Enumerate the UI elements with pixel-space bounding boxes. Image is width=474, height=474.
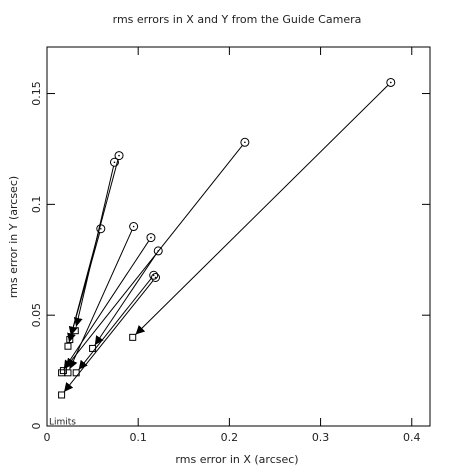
y-tick-label: 0.15: [30, 81, 43, 106]
end-point: [89, 344, 97, 352]
start-point-dot: [100, 227, 102, 230]
start-point: [151, 273, 161, 283]
arrow: [94, 253, 157, 346]
x-tick-label: 0.3: [312, 431, 330, 444]
arrow: [67, 232, 101, 343]
start-point-dot: [389, 81, 392, 84]
end-point: [72, 369, 80, 377]
arrow: [78, 278, 152, 370]
chart-title: rms errors in X and Y from the Guide Cam…: [113, 13, 362, 26]
start-point-dot: [157, 250, 160, 252]
end-point: [129, 333, 137, 341]
x-tick-label: 0.1: [129, 431, 147, 444]
start-point: [129, 222, 139, 232]
start-point-dot: [113, 161, 116, 164]
x-tick-label: 0: [44, 431, 51, 444]
start-point: [146, 233, 156, 243]
annotation: Limits: [49, 418, 76, 428]
end-point: [59, 367, 67, 375]
start-point: [240, 137, 250, 147]
arrow: [63, 240, 150, 370]
y-tick-label: 0: [30, 423, 43, 430]
start-point-dot: [132, 225, 135, 228]
end-point: [64, 342, 72, 350]
end-point: [58, 369, 66, 377]
start-point: [386, 77, 396, 87]
arrow: [63, 280, 154, 393]
start-point-dot: [152, 274, 155, 277]
start-point-dot: [150, 236, 152, 239]
start-point: [114, 151, 124, 161]
start-point-dot: [118, 154, 120, 157]
start-point: [153, 246, 163, 256]
y-tick-label: 0.1: [30, 196, 43, 214]
start-point-dot: [244, 141, 246, 144]
arrow: [69, 229, 133, 370]
y-axis-label: rms error in Y (arcsec): [7, 176, 20, 298]
start-point: [149, 270, 159, 280]
y-tick-label: 0.05: [30, 303, 43, 328]
x-tick-label: 0.2: [221, 431, 239, 444]
start-point: [109, 157, 119, 167]
x-axis-label: rms error in X (arcsec): [175, 453, 298, 466]
arrow: [73, 166, 115, 327]
start-point-dot: [154, 276, 157, 279]
end-point: [58, 391, 66, 399]
start-point: [96, 224, 106, 234]
arrow: [135, 84, 389, 335]
end-point: [64, 369, 72, 377]
plot-frame: [46, 46, 431, 427]
x-tick-label: 0.4: [403, 431, 421, 444]
